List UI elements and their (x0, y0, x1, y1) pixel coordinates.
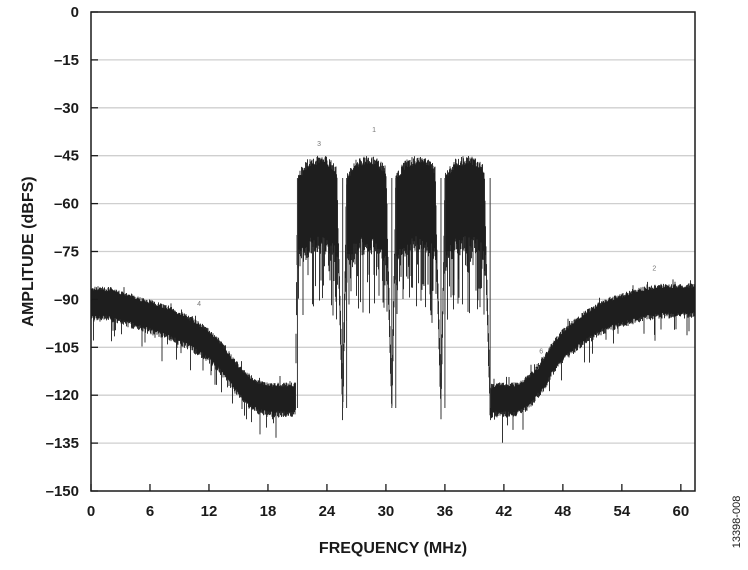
marker-label-4: 4 (197, 301, 201, 308)
marker-label-3: 3 (317, 141, 321, 148)
figure-id: 13398-008 (731, 496, 743, 549)
y-tick-label: –150 (46, 483, 79, 500)
y-tick-label: 0 (71, 4, 79, 21)
x-tick-label: 48 (555, 503, 572, 520)
y-tick-label: –105 (46, 339, 79, 356)
x-tick-label: 6 (146, 503, 154, 520)
y-tick-label: –90 (54, 291, 79, 308)
y-tick-label: –75 (54, 244, 79, 261)
marker-labels: 1 2 3 4 5 6 (197, 127, 656, 372)
x-tick-label: 24 (319, 503, 336, 520)
x-tick-label: 60 (673, 503, 690, 520)
y-axis-title: AMPLITUDE (dBFS) (20, 176, 37, 326)
x-tick-label: 18 (260, 503, 277, 520)
x-tick-label: 30 (378, 503, 395, 520)
x-axis-title: FREQUENCY (MHz) (319, 540, 467, 557)
y-tick-label: –45 (54, 148, 79, 165)
y-tick-labels: 0 –15 –30 –45 –60 –75 –90 –105 –120 –135 –150 (46, 4, 79, 500)
x-tick-labels: 0 6 12 18 24 30 36 42 48 54 60 (87, 503, 689, 520)
grid-lines (91, 11, 695, 444)
marker-label-1: 1 (372, 127, 376, 134)
marker-label-6: 6 (539, 349, 543, 356)
x-tick-label: 0 (87, 503, 95, 520)
y-tick-label: –60 (54, 196, 79, 213)
y-tick-label: –135 (46, 435, 79, 452)
x-tick-label: 42 (496, 503, 513, 520)
x-tick-label: 12 (201, 503, 218, 520)
marker-label-5: 5 (535, 365, 539, 372)
y-tick-label: –30 (54, 100, 79, 117)
y-tick-label: –120 (46, 387, 79, 404)
tick-marks (90, 11, 682, 492)
x-tick-label: 36 (437, 503, 454, 520)
x-tick-label: 54 (614, 503, 631, 520)
y-tick-label: –15 (54, 52, 79, 69)
marker-label-2: 2 (652, 266, 656, 273)
